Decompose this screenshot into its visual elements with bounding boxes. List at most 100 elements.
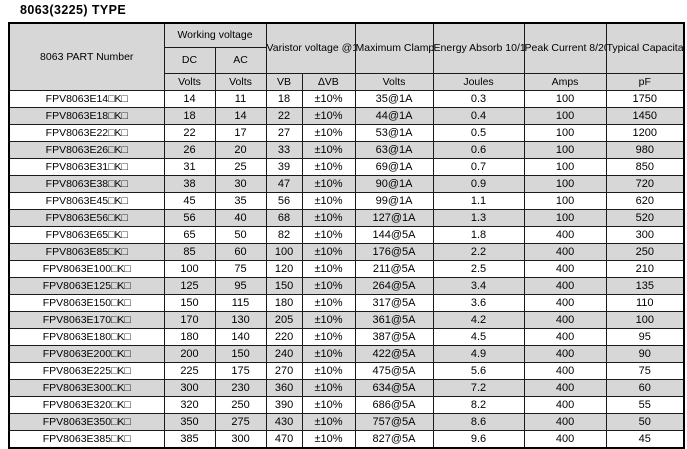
cell-energy-joules: 0.6 bbox=[432, 141, 525, 159]
cell-delta-vb: ±10% bbox=[301, 396, 356, 414]
cell-energy-joules: 8.2 bbox=[432, 396, 525, 414]
cell-dc-volts: 45 bbox=[163, 192, 216, 210]
cell-peak-amps: 400 bbox=[523, 311, 607, 329]
cell-dc-volts: 225 bbox=[163, 362, 216, 380]
cell-dc-volts: 170 bbox=[163, 311, 216, 329]
table-row: FPV8063E320□K□ 320 250 390 ±10% 686@5A 8.2 400 5… bbox=[8, 396, 685, 414]
cell-clamping-volts: 35@1A bbox=[354, 90, 434, 108]
cell-peak-amps: 400 bbox=[523, 328, 607, 346]
unit-delta-vb: ∆VB bbox=[301, 73, 356, 91]
cell-energy-joules: 4.5 bbox=[432, 328, 525, 346]
cell-vb: 18 bbox=[265, 90, 303, 108]
cell-vb: 82 bbox=[265, 226, 303, 244]
cell-part-number: FPV8063E26□K□ bbox=[8, 141, 165, 159]
cell-part-number: FPV8063E38□K□ bbox=[8, 175, 165, 193]
cell-capacitance-pf: 1750 bbox=[605, 90, 685, 108]
cell-peak-amps: 100 bbox=[523, 209, 607, 227]
spec-table: 8063 PART Number Working voltage Varisto… bbox=[8, 22, 686, 449]
table-row: FPV8063E385□K□ 385 300 470 ±10% 827@5A 9.6 400 4… bbox=[8, 430, 685, 449]
cell-clamping-volts: 63@1A bbox=[354, 141, 434, 159]
cell-peak-amps: 400 bbox=[523, 362, 607, 380]
cell-vb: 27 bbox=[265, 124, 303, 142]
unit-dc-volts: Volts bbox=[163, 73, 216, 91]
cell-clamping-volts: 361@5A bbox=[354, 311, 434, 329]
cell-part-number: FPV8063E125□K□ bbox=[8, 277, 165, 295]
cell-dc-volts: 56 bbox=[163, 209, 216, 227]
cell-delta-vb: ±10% bbox=[301, 90, 356, 108]
cell-capacitance-pf: 90 bbox=[605, 345, 685, 363]
cell-delta-vb: ±10% bbox=[301, 311, 356, 329]
cell-part-number: FPV8063E65□K□ bbox=[8, 226, 165, 244]
cell-delta-vb: ±10% bbox=[301, 277, 356, 295]
unit-amps: Amps bbox=[523, 73, 607, 91]
unit-pf: pF bbox=[605, 73, 685, 91]
cell-vb: 180 bbox=[265, 294, 303, 312]
table-row: FPV8063E26□K□ 26 20 33 ±10% 63@1A 0.6 100 980 bbox=[8, 141, 685, 159]
cell-vb: 100 bbox=[265, 243, 303, 261]
cell-part-number: FPV8063E85□K□ bbox=[8, 243, 165, 261]
cell-clamping-volts: 475@5A bbox=[354, 362, 434, 380]
cell-capacitance-pf: 75 bbox=[605, 362, 685, 380]
cell-part-number: FPV8063E100□K□ bbox=[8, 260, 165, 278]
table-row: FPV8063E225□K□ 225 175 270 ±10% 475@5A 5.6 400 7… bbox=[8, 362, 685, 380]
cell-ac-volts: 75 bbox=[214, 260, 267, 278]
table-row: FPV8063E350□K□ 350 275 430 ±10% 757@5A 8.6 400 5… bbox=[8, 413, 685, 431]
table-row: FPV8063E38□K□ 38 30 47 ±10% 90@1A 0.9 100 720 bbox=[8, 175, 685, 193]
cell-delta-vb: ±10% bbox=[301, 107, 356, 125]
cell-vb: 120 bbox=[265, 260, 303, 278]
table-row: FPV8063E300□K□ 300 230 360 ±10% 634@5A 7.2 400 6… bbox=[8, 379, 685, 397]
cell-vb: 68 bbox=[265, 209, 303, 227]
cell-capacitance-pf: 210 bbox=[605, 260, 685, 278]
cell-dc-volts: 300 bbox=[163, 379, 216, 397]
cell-energy-joules: 2.5 bbox=[432, 260, 525, 278]
cell-capacitance-pf: 720 bbox=[605, 175, 685, 193]
header-typical-capacitance: Typical Capacitance @1MHz bbox=[605, 22, 685, 74]
cell-vb: 270 bbox=[265, 362, 303, 380]
cell-vb: 240 bbox=[265, 345, 303, 363]
cell-delta-vb: ±10% bbox=[301, 294, 356, 312]
table-row: FPV8063E14□K□ 14 11 18 ±10% 35@1A 0.3 100 1750 bbox=[8, 90, 685, 108]
table-row: FPV8063E170□K□ 170 130 205 ±10% 361@5A 4.2 400 1… bbox=[8, 311, 685, 329]
cell-clamping-volts: 634@5A bbox=[354, 379, 434, 397]
cell-energy-joules: 7.2 bbox=[432, 379, 525, 397]
cell-clamping-volts: 90@1A bbox=[354, 175, 434, 193]
header-max-clamping: Maximum Clamping Voltage 8/20μs 1A bbox=[354, 22, 434, 74]
cell-ac-volts: 140 bbox=[214, 328, 267, 346]
table-body: FPV8063E14□K□ 14 11 18 ±10% 35@1A 0.3 100 1750 FP… bbox=[8, 90, 685, 449]
cell-ac-volts: 230 bbox=[214, 379, 267, 397]
cell-energy-joules: 1.1 bbox=[432, 192, 525, 210]
header-row-dc-ac: DC AC bbox=[9, 47, 684, 74]
cell-capacitance-pf: 45 bbox=[605, 430, 685, 449]
header-row-groups: 8063 PART Number Working voltage Varisto… bbox=[8, 22, 685, 91]
cell-delta-vb: ±10% bbox=[301, 328, 356, 346]
cell-dc-volts: 180 bbox=[163, 328, 216, 346]
cell-capacitance-pf: 300 bbox=[605, 226, 685, 244]
cell-energy-joules: 0.9 bbox=[432, 175, 525, 193]
cell-ac-volts: 150 bbox=[214, 345, 267, 363]
cell-capacitance-pf: 135 bbox=[605, 277, 685, 295]
cell-part-number: FPV8063E350□K□ bbox=[8, 413, 165, 431]
cell-capacitance-pf: 60 bbox=[605, 379, 685, 397]
cell-ac-volts: 50 bbox=[214, 226, 267, 244]
table-row: FPV8063E150□K□ 150 115 180 ±10% 317@5A 3.6 400 1… bbox=[8, 294, 685, 312]
cell-ac-volts: 40 bbox=[214, 209, 267, 227]
cell-part-number: FPV8063E320□K□ bbox=[8, 396, 165, 414]
cell-vb: 470 bbox=[265, 430, 303, 449]
cell-peak-amps: 400 bbox=[523, 396, 607, 414]
cell-part-number: FPV8063E22□K□ bbox=[8, 124, 165, 142]
cell-vb: 150 bbox=[265, 277, 303, 295]
cell-vb: 56 bbox=[265, 192, 303, 210]
cell-capacitance-pf: 850 bbox=[605, 158, 685, 176]
cell-capacitance-pf: 250 bbox=[605, 243, 685, 261]
cell-clamping-volts: 53@1A bbox=[354, 124, 434, 142]
cell-delta-vb: ±10% bbox=[301, 141, 356, 159]
table-row: FPV8063E85□K□ 85 60 100 ±10% 176@5A 2.2 400 250 bbox=[8, 243, 685, 261]
cell-ac-volts: 30 bbox=[214, 175, 267, 193]
cell-delta-vb: ±10% bbox=[301, 175, 356, 193]
cell-part-number: FPV8063E45□K□ bbox=[8, 192, 165, 210]
cell-peak-amps: 100 bbox=[523, 141, 607, 159]
cell-ac-volts: 95 bbox=[214, 277, 267, 295]
cell-peak-amps: 400 bbox=[523, 277, 607, 295]
unit-vb: VB bbox=[265, 73, 303, 91]
cell-clamping-volts: 827@5A bbox=[354, 430, 434, 449]
